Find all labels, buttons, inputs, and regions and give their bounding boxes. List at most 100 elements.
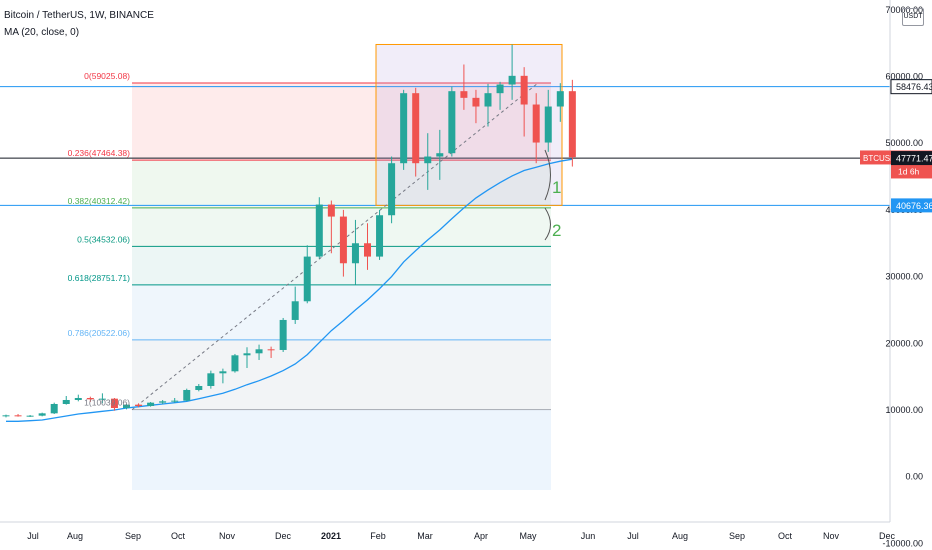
trend-line [131,82,539,411]
x-tick-label: Oct [778,531,793,541]
candle-body [14,415,22,417]
countdown-text: 1d 6h [898,166,920,176]
x-tick-label: Sep [125,531,141,541]
x-tick-label: Oct [171,531,186,541]
annotations: 12 [544,149,561,241]
candle-body [110,398,118,408]
price-label-text: 40676.36 [896,201,932,211]
candle-body [135,404,143,406]
y-tick-label: 70000.00 [885,5,923,15]
fib-level-label: 0.5(34532.06) [77,234,130,244]
arrow-2 [544,207,551,241]
candle-body [327,204,335,217]
candle-body [183,389,191,401]
fib-zone [132,160,551,208]
candle-body [448,91,456,154]
candle-body [436,153,444,157]
candle-body [219,371,227,374]
candle-body [231,355,239,372]
x-tick-label: Dec [275,531,292,541]
candle-body [544,106,552,143]
fib-level-label: 1(10039.06) [84,398,130,408]
x-tick-label: Nov [219,531,236,541]
candle-body [86,397,94,400]
price-labels: 58520.0758476.4347862.351d 6hBTCUSDT4777… [860,79,932,213]
fib-level-label: 0.618(28751.71) [68,273,131,283]
candle-body [291,301,299,320]
candle-body [38,413,46,416]
candle-body [207,373,215,386]
candle-body [255,349,263,354]
candle-body [98,398,106,400]
candle-body [556,91,564,107]
candle-body [568,91,576,158]
x-tick-label: Mar [417,531,433,541]
candle-body [171,400,179,402]
candle-body [532,104,540,143]
y-tick-label: 30000.00 [885,272,923,282]
candle-body [159,401,167,403]
candle-body [303,256,311,302]
candle-body [26,415,34,417]
symbol-title: Bitcoin / TetherUS, 1W, BINANCE [4,10,154,21]
x-tick-label: 2021 [321,531,341,541]
indicator-title[interactable]: MA (20, close, 0) [4,27,80,38]
fib-level-label: 0(59025.08) [84,71,130,81]
candle-body [364,243,371,257]
x-tick-label: Apr [474,531,488,541]
x-tick-label: Jul [627,531,639,541]
candle-body [388,163,396,216]
x-tick-label: Feb [370,531,386,541]
fib-zone [132,83,551,161]
candle-body [123,404,130,408]
candle-body [508,75,516,85]
symbol-tag-text: BTCUSDT [863,154,901,163]
candle-body [62,399,70,404]
x-tick-label: May [519,531,537,541]
currency-button[interactable]: USDT [902,8,924,26]
x-tick-label: Jul [27,531,39,541]
dashed-trend-line [131,82,539,411]
annotation-1: 1 [552,178,561,197]
candle-body [195,385,203,390]
y-tick-label: 60000.00 [885,72,923,82]
x-tick-label: Aug [67,531,83,541]
fib-zone [132,284,551,340]
price-label-bg [891,151,932,166]
fibonacci-zones [132,82,551,490]
ma-line [6,158,573,422]
candle-body [484,93,492,107]
candle-body [424,156,432,164]
candle-body [243,353,251,356]
x-axis: Jul Aug Sep Oct Nov Dec 2021 Feb Mar Apr May Jun Jul… [0,521,896,541]
candle-body [351,243,359,264]
candle-body [376,215,384,257]
fib-level-label: 0.382(40312.42) [68,196,131,206]
annotation-2: 2 [552,221,561,240]
fib-level-label: 0.236(47464.38) [68,148,131,158]
moving-average [6,158,573,422]
candle-body [2,415,10,417]
y-tick-label: 50000.00 [885,138,923,148]
candles [2,44,576,418]
x-tick-label: Dec [879,531,896,541]
y-tick-label: 20000.00 [885,338,923,348]
fibonacci-labels: 0(59025.08) 0.236(47464.38) 0.382(40312.42… [68,71,131,408]
candle-body [50,403,58,414]
symbol-tag-bg [860,150,891,165]
candle-body [74,397,82,400]
y-tick-label: 0.00 [905,472,923,482]
price-label-text: 58476.43 [896,82,932,92]
arrow-1 [544,149,551,201]
x-tick-label: Nov [823,531,840,541]
price-label-bg [890,79,932,95]
candle-body [496,84,504,94]
x-tick-label: Sep [729,531,745,541]
candle-body [412,93,420,164]
fib-extension-zone [132,409,551,490]
candle-body [400,93,408,164]
candle-body [472,97,480,107]
candle-body [520,75,528,105]
candle-body [339,216,347,264]
